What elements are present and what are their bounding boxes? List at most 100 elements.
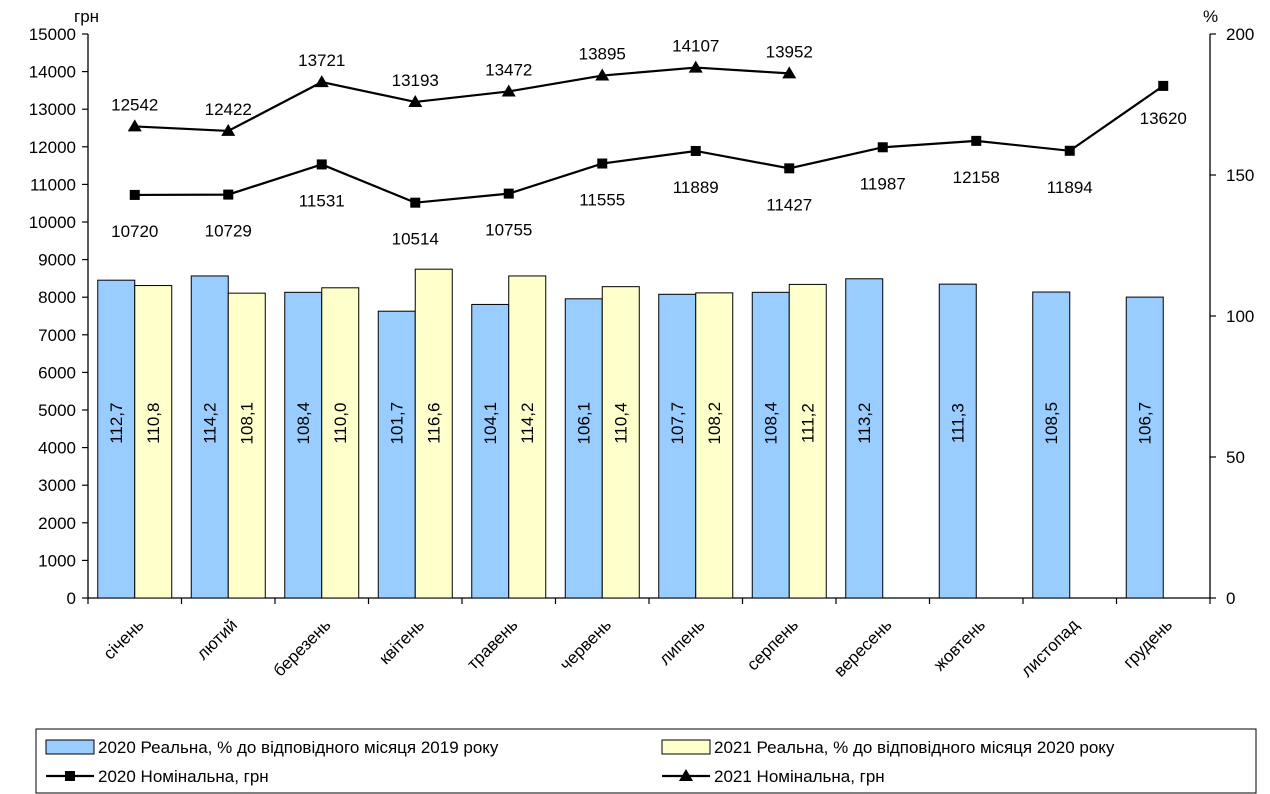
bar-data-label: 108,4 (762, 402, 781, 445)
category-label: травень (463, 615, 521, 673)
left-tick-label: 10000 (29, 213, 76, 232)
bar-data-label: 111,2 (799, 403, 818, 443)
bar-2021 (601, 286, 640, 599)
legend-marker (679, 769, 693, 781)
bar-2021 (508, 275, 547, 599)
legend-swatch (661, 739, 711, 755)
bar-2020 (845, 278, 884, 599)
line-marker-triangle (127, 119, 142, 132)
line-marker-square (503, 188, 514, 199)
legend-label: 2020 Реальна, % до відповідного місяця 2… (98, 738, 499, 757)
line-marker-square (690, 145, 701, 156)
category-labels: січень лютий березень квітень травень червень… (100, 615, 1177, 681)
line-marker-square (410, 197, 421, 208)
bar-data-label: 107,7 (668, 402, 687, 445)
bar-2020 (564, 298, 603, 599)
bar-2020 (1125, 296, 1164, 599)
left-tick-label: 0 (67, 589, 76, 608)
category-label: вересень (830, 615, 895, 680)
line-data-label: 13895 (579, 45, 626, 64)
line-data-label: 10755 (485, 221, 532, 240)
line-marker-triangle (314, 75, 329, 88)
bar-2021 (321, 287, 360, 599)
left-tick-label: 13000 (29, 100, 76, 119)
bar-labels: 112,7 114,2 108,4 101,7 104,1 106,1 107,7 108,4… (107, 402, 1155, 445)
left-tick-label: 1000 (38, 551, 76, 570)
line-data-label: 12542 (111, 95, 158, 114)
category-label: серпень (743, 615, 802, 674)
legend-label: 2021 Реальна, % до відповідного місяця 2… (714, 738, 1115, 757)
left-tick-label: 12000 (29, 138, 76, 157)
bar-2020 (377, 310, 416, 599)
bar-2020 (97, 279, 136, 599)
bar-2021 (414, 268, 453, 599)
left-tick-label: 14000 (29, 63, 76, 82)
bar-data-label: 111,3 (949, 403, 968, 443)
bar-data-label: 110,4 (612, 403, 631, 444)
line-data-label: 11987 (860, 174, 906, 193)
bar-2020 (1032, 291, 1071, 599)
bar-2020 (471, 303, 510, 599)
left-tick-label: 6000 (38, 363, 76, 382)
bar-data-label: 114,2 (201, 403, 220, 444)
left-tick-label: 3000 (38, 476, 76, 495)
line-marker-square (784, 163, 795, 174)
bar-data-label: 116,6 (425, 403, 444, 444)
line-labels: 10720 10729 11531 10514 10755 11555 11889 11427… (111, 37, 1187, 249)
line-data-label: 13721 (298, 51, 345, 70)
bar-data-label: 106,7 (1136, 402, 1155, 445)
category-label: квітень (375, 615, 428, 668)
line-marker-square (223, 189, 234, 200)
bars (97, 268, 1164, 599)
left-tick-label: 7000 (38, 326, 76, 345)
left-tick-label: 5000 (38, 401, 76, 420)
bar-data-label: 106,1 (575, 402, 594, 445)
left-tick-label: 2000 (38, 514, 76, 533)
bar-data-label: 112,7 (107, 403, 126, 444)
right-tick-label: 150 (1226, 166, 1254, 185)
category-label: жовтень (930, 615, 989, 674)
bar-data-label: 108,5 (1042, 402, 1061, 445)
line-marker-square (597, 158, 608, 169)
left-tick-label: 11000 (30, 175, 76, 194)
category-label: грудень (1119, 615, 1176, 672)
line-2021 (134, 66, 790, 133)
bar-data-label: 114,2 (518, 403, 537, 444)
bar-data-label: 108,1 (238, 402, 257, 445)
line-data-label: 13620 (1140, 109, 1187, 128)
category-label: липень (655, 615, 708, 668)
line-data-label: 11555 (579, 191, 625, 210)
line-marker-triangle (221, 123, 236, 136)
line-data-label: 14107 (672, 37, 719, 56)
category-label: січень (100, 615, 148, 663)
line-marker-square (971, 135, 982, 146)
left-tick-label: 9000 (38, 251, 76, 270)
line-data-label: 10729 (205, 222, 252, 241)
lines (127, 60, 1169, 208)
line-data-label: 11894 (1047, 178, 1093, 197)
line-marker-square (316, 159, 327, 170)
line-marker-square (877, 142, 888, 153)
legend-marker (65, 771, 75, 781)
line-data-label: 10720 (111, 222, 158, 241)
legend-swatch (45, 739, 95, 755)
left-tick-label: 4000 (38, 439, 76, 458)
line-data-label: 12422 (205, 100, 252, 119)
line-marker-square (1064, 145, 1075, 156)
bar-2020 (190, 275, 229, 599)
bar-data-label: 104,1 (481, 402, 500, 445)
category-label: листопад (1017, 615, 1082, 680)
bar-data-label: 108,4 (294, 402, 313, 445)
bar-data-label: 113,2 (855, 403, 874, 444)
line-marker-triangle (688, 60, 703, 73)
line-data-label: 10514 (392, 230, 439, 249)
left-tick-label: 8000 (38, 288, 76, 307)
left-tick-label: 15000 (29, 25, 76, 44)
category-label: червень (556, 615, 615, 674)
line-marker-triangle (408, 94, 423, 107)
bar-2020 (938, 283, 977, 599)
bar-2021 (134, 285, 173, 599)
right-tick-label: 100 (1226, 307, 1254, 326)
line-data-label: 12158 (953, 168, 1000, 187)
